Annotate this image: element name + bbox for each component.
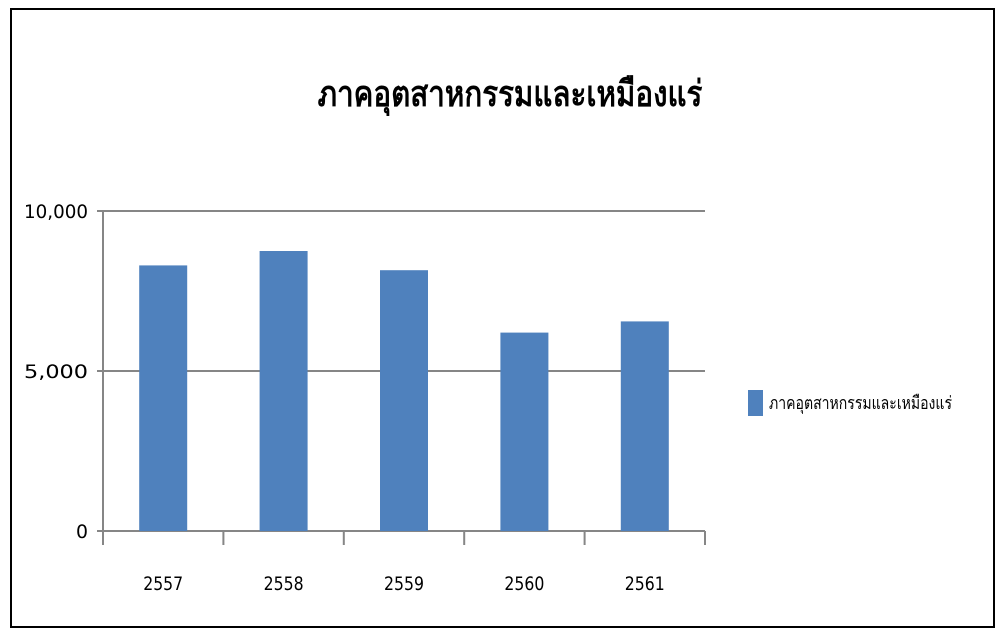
bar bbox=[380, 270, 428, 531]
chart-legend: ภาคอุตสาหกรรมและเหมืองแร่ bbox=[748, 388, 999, 417]
bar bbox=[620, 321, 669, 531]
chart-title: ภาคอุตสาหกรรมและเหมืองแร่ bbox=[317, 74, 703, 115]
y-tick-label: 0 bbox=[76, 521, 88, 543]
x-tick-label: 2557 bbox=[143, 573, 183, 595]
bar bbox=[259, 251, 308, 531]
bar bbox=[139, 265, 188, 531]
y-tick-label: 5,000 bbox=[24, 361, 88, 383]
x-tick-label: 2558 bbox=[264, 573, 304, 595]
x-tick-label: 2561 bbox=[625, 573, 665, 595]
chart-plot: 0 5,000 10,000 2557 2558 2559 2560 2561 bbox=[24, 201, 706, 595]
bar bbox=[500, 332, 549, 531]
legend-swatch bbox=[748, 389, 763, 416]
x-tick-label: 2559 bbox=[384, 573, 424, 595]
y-tick-label: 10,000 bbox=[24, 201, 88, 223]
legend-label: ภาคอุตสาหกรรมและเหมืองแร่ bbox=[769, 393, 953, 414]
x-tick-label: 2560 bbox=[504, 573, 544, 595]
